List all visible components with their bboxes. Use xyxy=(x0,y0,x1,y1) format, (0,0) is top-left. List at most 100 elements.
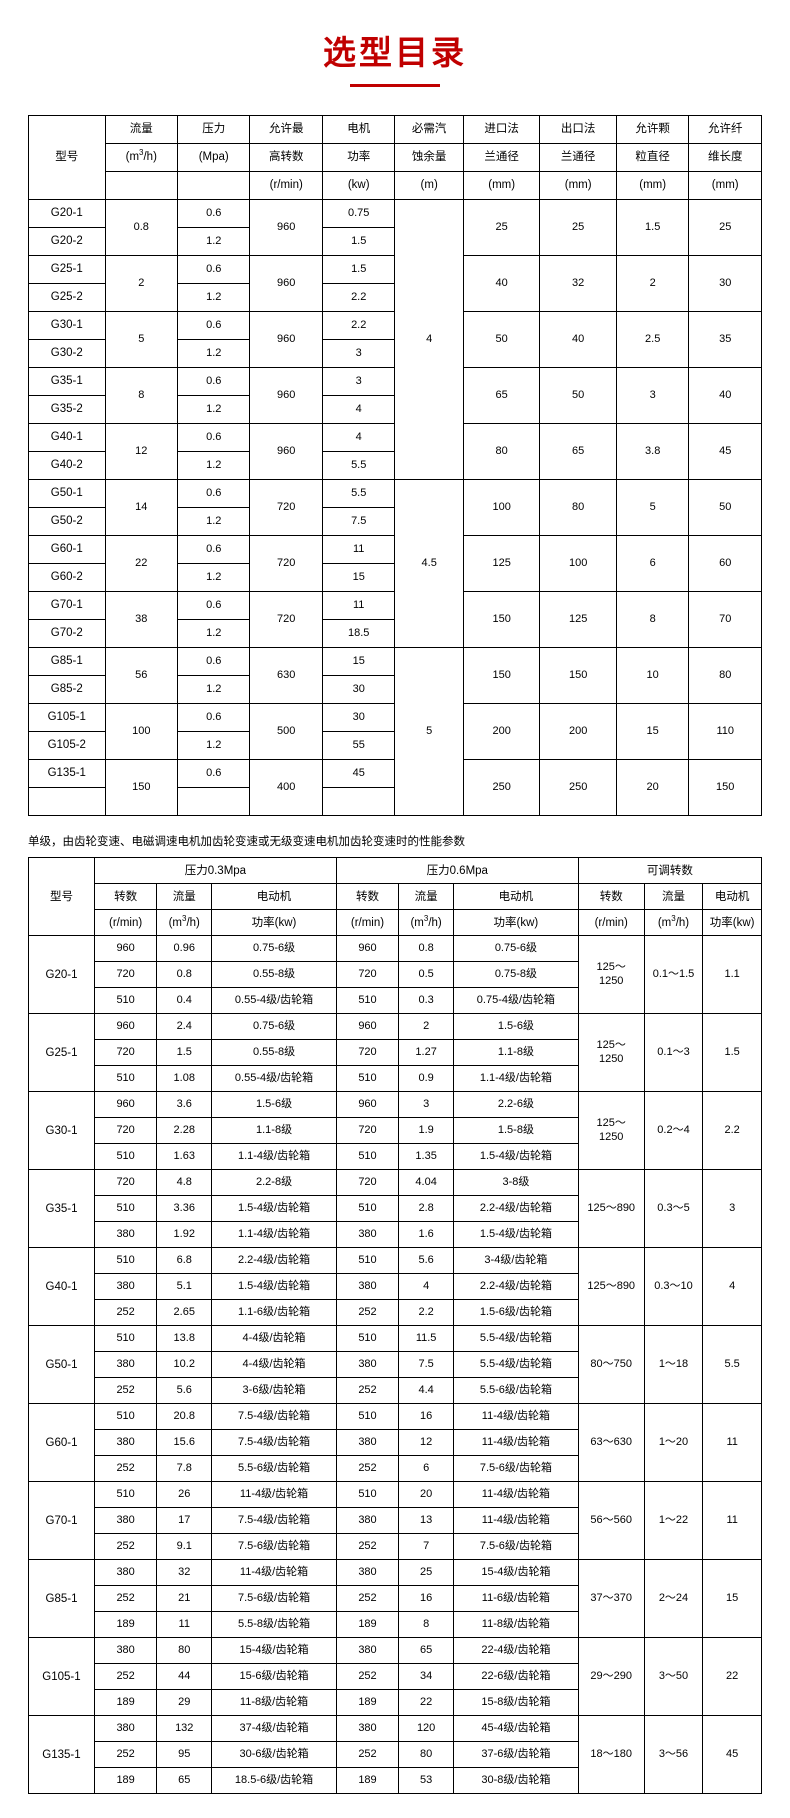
cell-adj-flow: 2～24 xyxy=(643,1559,704,1639)
cell-speed-p03: 510 xyxy=(93,1481,158,1509)
cell-motor-p03: 0.55-8级 xyxy=(211,961,337,989)
cell-model: G50-1 xyxy=(28,479,106,508)
cell-inlet-dn: 150 xyxy=(462,647,541,704)
cell-outlet-dn: 100 xyxy=(539,535,617,592)
cell-pressure: 1.2 xyxy=(176,283,251,312)
cell-speed-p03: 380 xyxy=(93,1559,158,1587)
cell-model: G135-1 xyxy=(28,759,106,788)
cell-speed-p06: 720 xyxy=(335,1169,400,1197)
cell-speed: 720 xyxy=(249,535,323,592)
cell-flow: 0.8 xyxy=(104,199,179,256)
cell-adj-power: 3 xyxy=(702,1169,762,1249)
cell-outlet-dn: 65 xyxy=(539,423,617,480)
cell-model: G70-1 xyxy=(28,591,106,620)
table-row: 510 1.08 0.55-4级/齿轮箱 510 0.9 1.1-4级/齿轮箱 xyxy=(29,1065,762,1093)
cell-flow-p06: 20 xyxy=(398,1481,455,1509)
cell-pressure: 1.2 xyxy=(176,451,251,480)
cell-flow: 38 xyxy=(104,591,179,648)
cell-outlet-dn: 250 xyxy=(539,759,617,816)
cell-flow-p03: 1.92 xyxy=(156,1221,213,1249)
cell-speed-p03: 380 xyxy=(93,1507,158,1535)
cell-fiber-length: 45 xyxy=(688,423,762,480)
cell-flow-p03: 2.28 xyxy=(156,1117,213,1145)
cell-adj-speed: 125～ 1250 xyxy=(577,1013,645,1093)
cell-flow-p06: 5.6 xyxy=(398,1247,455,1275)
cell-flow-p06: 11.5 xyxy=(398,1325,455,1353)
cell-motor-p03: 11-4级/齿轮箱 xyxy=(211,1481,337,1509)
cell-adj-power: 2.2 xyxy=(702,1091,762,1171)
cell-motor-p03: 1.5-4级/齿轮箱 xyxy=(211,1195,337,1223)
col-header: 必需汽 xyxy=(394,115,464,144)
cell-speed-p03: 510 xyxy=(93,1403,158,1431)
cell-motor-p06: 15-8级/齿轮箱 xyxy=(453,1689,579,1717)
cell-speed-p03: 510 xyxy=(93,1325,158,1353)
cell-speed-p06: 189 xyxy=(335,1611,400,1639)
cell-model: G30-1 xyxy=(28,1091,95,1171)
cell-fiber-length: 25 xyxy=(688,199,762,256)
cell-model: G40-2 xyxy=(28,451,106,480)
table-row: G105-2 1.2 55 xyxy=(28,731,762,760)
col-header-unit: (r/min) xyxy=(249,171,323,200)
cell-inlet-dn: 150 xyxy=(462,591,541,648)
cell-speed-p06: 510 xyxy=(335,1195,400,1223)
cell-power: 3 xyxy=(321,339,396,368)
cell-speed-p06: 960 xyxy=(335,1091,400,1119)
cell-flow: 5 xyxy=(104,311,179,368)
cell-pressure: 1.2 xyxy=(176,675,251,704)
cell-motor-p03: 7.5-4级/齿轮箱 xyxy=(211,1507,337,1535)
cell-pressure: 1.2 xyxy=(176,731,251,760)
table-row xyxy=(28,787,762,816)
page-title-wrap: 选型目录 xyxy=(28,0,762,97)
cell-motor-p06: 2.2-4级/齿轮箱 xyxy=(453,1195,579,1223)
cell-flow-p03: 32 xyxy=(156,1559,213,1587)
cell-motor-p03: 2.2-4级/齿轮箱 xyxy=(211,1247,337,1275)
cell-inlet-dn: 65 xyxy=(462,367,541,424)
cell-speed-p06: 380 xyxy=(335,1221,400,1249)
col-header: 电动机 xyxy=(453,883,579,911)
cell-speed-p06: 510 xyxy=(335,1481,400,1509)
cell-flow-p03: 17 xyxy=(156,1507,213,1535)
col-header-unit: 兰通径 xyxy=(462,143,541,172)
cell-particle-size: 5 xyxy=(615,479,690,536)
cell-motor-p03: 4-4级/齿轮箱 xyxy=(211,1351,337,1379)
cell-flow-p03: 7.8 xyxy=(156,1455,213,1483)
cell-outlet-dn: 32 xyxy=(539,255,617,312)
cell-motor-p06: 11-4级/齿轮箱 xyxy=(453,1507,579,1535)
cell-speed-p03: 720 xyxy=(93,1039,158,1067)
cell-speed-p06: 380 xyxy=(335,1637,400,1665)
table-row: 380 1.92 1.1-4级/齿轮箱 380 1.6 1.5-4级/齿轮箱 xyxy=(29,1221,762,1249)
cell-motor-p06: 15-4级/齿轮箱 xyxy=(453,1559,579,1587)
cell-motor-p03: 0.55-4级/齿轮箱 xyxy=(211,1065,337,1093)
cell-speed-p03: 510 xyxy=(93,1065,158,1093)
cell-pressure: 0.6 xyxy=(176,703,251,732)
cell-speed-p03: 252 xyxy=(93,1533,158,1561)
col-header: 转数 xyxy=(93,883,158,911)
cell-flow: 2 xyxy=(104,255,179,312)
cell-flow-p06: 4.04 xyxy=(398,1169,455,1197)
cell-motor-p06: 30-8级/齿轮箱 xyxy=(453,1767,579,1795)
cell-adj-speed: 56～560 xyxy=(577,1481,645,1561)
cell-flow-p03: 5.1 xyxy=(156,1273,213,1301)
col-header: 流量 xyxy=(156,883,213,911)
cell-adj-power: 11 xyxy=(702,1481,762,1561)
cell-pressure: 0.6 xyxy=(176,479,251,508)
cell-power: 45 xyxy=(321,759,396,788)
col-header: 转数 xyxy=(335,883,400,911)
cell-flow-p03: 80 xyxy=(156,1637,213,1665)
cell-flow-p06: 120 xyxy=(398,1715,455,1743)
table-row: G60-1 510 20.8 7.5-4级/齿轮箱 510 16 11-4级/齿轮箱 63～6… xyxy=(28,1403,762,1483)
cell-pressure: 0.6 xyxy=(176,759,251,788)
table-row: G60-1 22 0.6 720 11 125 100 6 60 xyxy=(28,535,762,592)
cell-motor-p06: 11-8级/齿轮箱 xyxy=(453,1611,579,1639)
cell-motor-p03: 11-8级/齿轮箱 xyxy=(211,1689,337,1717)
cell-flow-p06: 80 xyxy=(398,1741,455,1769)
cell-speed-p06: 380 xyxy=(335,1429,400,1457)
cell-adj-power: 15 xyxy=(702,1559,762,1639)
table-row: G30-1 960 3.6 1.5-6级 960 3 2.2-6级 125～ 1250 0.2～4… xyxy=(28,1091,762,1171)
cell-power: 55 xyxy=(321,731,396,760)
cell-motor-p03: 1.1-4级/齿轮箱 xyxy=(211,1143,337,1171)
table-row: G50-2 1.2 7.5 xyxy=(28,507,762,536)
cell-power: 11 xyxy=(321,591,396,620)
cell-flow-p03: 95 xyxy=(156,1741,213,1769)
cell-flow: 100 xyxy=(104,703,179,760)
